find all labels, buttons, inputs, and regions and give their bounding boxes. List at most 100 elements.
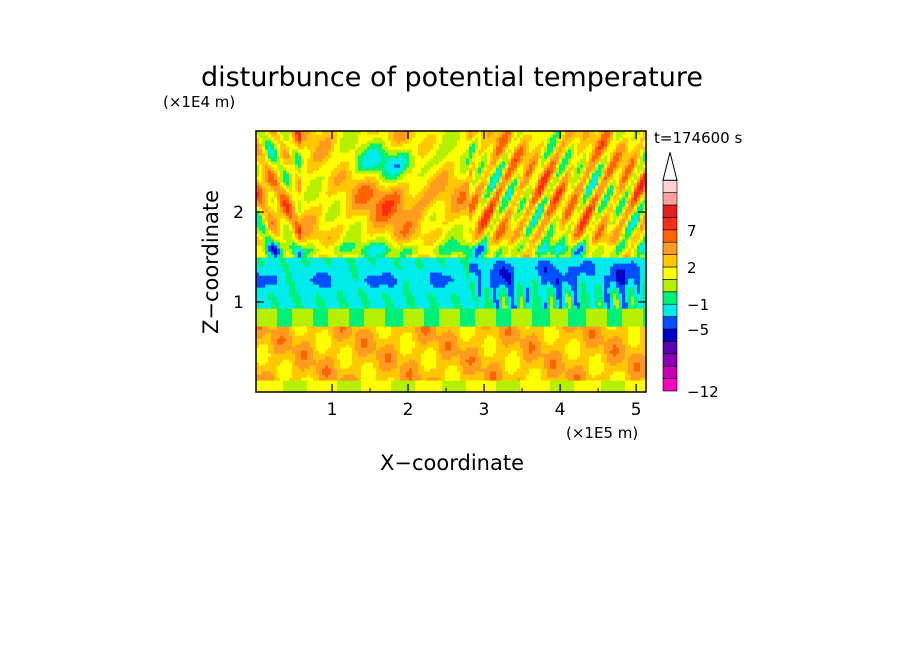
field-cell — [406, 380, 410, 384]
field-cell — [490, 320, 494, 324]
field-cell — [331, 314, 335, 318]
field-cell — [367, 368, 371, 372]
field-cell — [424, 386, 428, 390]
field-cell — [343, 344, 347, 348]
field-cell — [487, 371, 491, 375]
field-cell — [583, 365, 587, 369]
field-cell — [331, 383, 335, 387]
field-cell — [508, 329, 512, 333]
field-cell — [358, 296, 362, 300]
field-cell — [469, 311, 473, 315]
field-cell — [586, 317, 590, 321]
field-cell — [331, 317, 335, 321]
field-cell — [643, 386, 647, 390]
field-cell — [280, 296, 284, 300]
field-cell — [361, 344, 365, 348]
field-cell — [535, 359, 539, 363]
field-cell — [256, 350, 260, 354]
field-cell — [406, 374, 410, 378]
field-cell — [589, 299, 593, 303]
field-cell — [373, 389, 377, 393]
field-cell — [352, 374, 356, 378]
field-cell — [334, 377, 338, 381]
field-cell — [316, 347, 320, 351]
field-cell — [301, 389, 305, 393]
field-cell — [277, 341, 281, 345]
field-cell — [304, 299, 308, 303]
field-cell — [418, 368, 422, 372]
field-cell — [292, 344, 296, 348]
field-cell — [496, 362, 500, 366]
field-cell — [523, 344, 527, 348]
field-cell — [481, 389, 485, 393]
field-cell — [418, 323, 422, 327]
field-cell — [619, 335, 623, 339]
field-cell — [400, 353, 404, 357]
field-cell — [613, 326, 617, 330]
field-cell — [382, 353, 386, 357]
field-cell — [307, 386, 311, 390]
field-cell — [586, 350, 590, 354]
field-cell — [562, 350, 566, 354]
field-cell — [475, 341, 479, 345]
field-cell — [364, 371, 368, 375]
field-cell — [586, 380, 590, 384]
field-cell — [319, 368, 323, 372]
field-cell — [424, 365, 428, 369]
field-cell — [412, 302, 416, 306]
field-cell — [391, 311, 395, 315]
field-cell — [607, 326, 611, 330]
field-cell — [607, 338, 611, 342]
field-cell — [289, 308, 293, 312]
field-cell — [406, 296, 410, 300]
field-cell — [367, 317, 371, 321]
field-cell — [382, 356, 386, 360]
field-cell — [442, 305, 446, 309]
field-cell — [538, 323, 542, 327]
field-cell — [271, 368, 275, 372]
field-cell — [553, 365, 557, 369]
field-cell — [577, 389, 581, 393]
field-cell — [577, 311, 581, 315]
field-cell — [268, 317, 272, 321]
field-cell — [421, 380, 425, 384]
field-cell — [598, 377, 602, 381]
field-cell — [268, 335, 272, 339]
field-cell — [382, 332, 386, 336]
field-cell — [268, 359, 272, 363]
field-cell — [583, 317, 587, 321]
field-cell — [376, 383, 380, 387]
field-cell — [565, 305, 569, 309]
field-cell — [364, 314, 368, 318]
field-cell — [433, 317, 437, 321]
field-cell — [532, 377, 536, 381]
field-cell — [367, 344, 371, 348]
field-cell — [391, 305, 395, 309]
field-cell — [259, 356, 263, 360]
field-cell — [406, 356, 410, 360]
field-cell — [520, 368, 524, 372]
field-cell — [472, 353, 476, 357]
field-cell — [574, 353, 578, 357]
field-cell — [334, 386, 338, 390]
field-cell — [340, 308, 344, 312]
field-cell — [265, 371, 269, 375]
field-cell — [583, 305, 587, 309]
field-cell — [361, 371, 365, 375]
field-cell — [415, 332, 419, 336]
field-cell — [322, 386, 326, 390]
field-cell — [283, 302, 287, 306]
field-cell — [397, 332, 401, 336]
field-cell — [595, 317, 599, 321]
field-cell — [499, 383, 503, 387]
field-cell — [499, 329, 503, 333]
field-cell — [499, 308, 503, 312]
field-cell — [421, 371, 425, 375]
field-cell — [292, 317, 296, 321]
field-cell — [469, 389, 473, 393]
field-cell — [463, 389, 467, 393]
field-cell — [352, 311, 356, 315]
field-cell — [370, 314, 374, 318]
field-cell — [634, 377, 638, 381]
field-cell — [481, 338, 485, 342]
